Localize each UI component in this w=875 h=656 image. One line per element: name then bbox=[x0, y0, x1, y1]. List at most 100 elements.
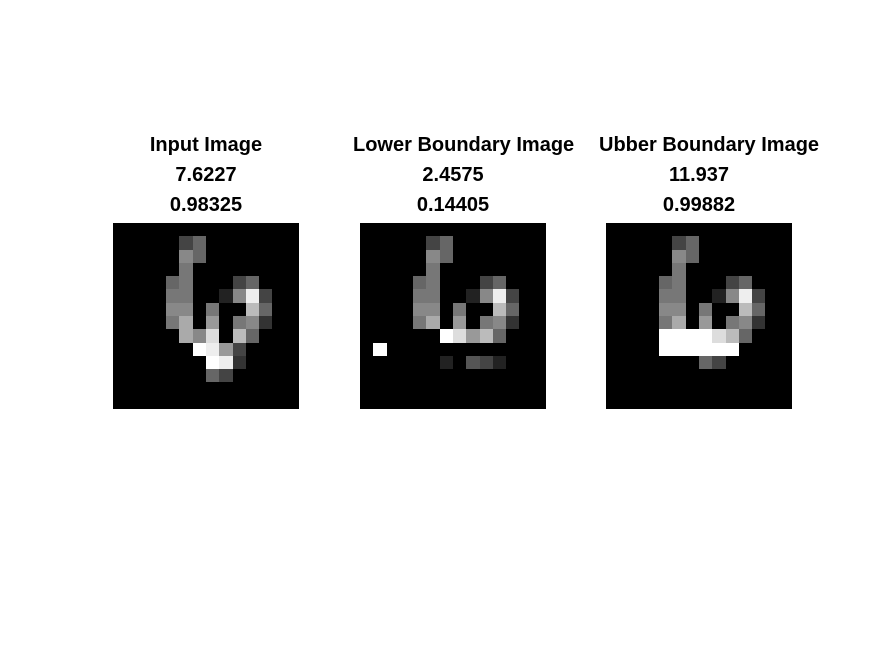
image-pixel bbox=[360, 289, 374, 303]
image-pixel bbox=[725, 262, 739, 277]
image-pixel bbox=[725, 249, 739, 263]
image-pixel bbox=[632, 276, 646, 290]
image-pixel bbox=[439, 236, 453, 250]
image-pixel bbox=[113, 315, 127, 330]
image-pixel bbox=[166, 302, 180, 316]
image-pixel bbox=[738, 342, 753, 356]
image-pixel bbox=[506, 355, 520, 370]
image-pixel bbox=[259, 236, 273, 250]
image-pixel bbox=[765, 302, 779, 316]
image-pixel bbox=[439, 249, 453, 263]
image-pixel bbox=[192, 329, 206, 343]
image-pixel bbox=[126, 329, 140, 343]
image-pixel bbox=[752, 329, 766, 343]
image-pixel bbox=[219, 249, 233, 263]
image-pixel bbox=[245, 236, 260, 250]
image-pixel bbox=[672, 236, 686, 250]
image-pixel bbox=[752, 223, 766, 237]
image-pixel bbox=[152, 236, 167, 250]
image-pixel bbox=[619, 369, 633, 383]
image-pixel bbox=[166, 355, 180, 370]
image-pixel bbox=[765, 395, 779, 409]
image-pixel bbox=[413, 262, 427, 277]
image-pixel bbox=[152, 382, 167, 396]
image-pixel bbox=[399, 236, 414, 250]
image-pixel bbox=[166, 223, 180, 237]
image-pixel bbox=[685, 329, 699, 343]
image-pixel bbox=[725, 329, 739, 343]
image-pixel bbox=[645, 302, 660, 316]
image-pixel bbox=[399, 369, 414, 383]
image-pixel bbox=[272, 382, 286, 396]
image-pixel bbox=[439, 315, 453, 330]
image-pixel bbox=[752, 382, 766, 396]
image-pixel bbox=[139, 342, 153, 356]
image-pixel bbox=[360, 395, 374, 409]
image-pixel bbox=[272, 342, 286, 356]
image-pixel bbox=[232, 262, 246, 277]
image-pixel bbox=[752, 395, 766, 409]
image-pixel bbox=[232, 395, 246, 409]
image-pixel bbox=[519, 315, 533, 330]
image-pixel bbox=[765, 342, 779, 356]
image-pixel bbox=[532, 395, 546, 409]
image-pixel bbox=[219, 302, 233, 316]
image-pixel bbox=[752, 369, 766, 383]
image-pixel bbox=[479, 342, 493, 356]
image-pixel bbox=[672, 395, 686, 409]
image-pixel bbox=[452, 329, 467, 343]
image-pixel bbox=[725, 369, 739, 383]
image-pixel bbox=[360, 262, 374, 277]
image-pixel bbox=[399, 329, 414, 343]
image-pixel bbox=[232, 276, 246, 290]
image-pixel bbox=[632, 315, 646, 330]
image-pixel bbox=[360, 382, 374, 396]
image-pixel bbox=[439, 382, 453, 396]
image-pixel bbox=[725, 289, 739, 303]
image-pixel bbox=[738, 236, 753, 250]
image-pixel bbox=[659, 289, 673, 303]
image-pixel bbox=[166, 236, 180, 250]
image-pixel bbox=[373, 302, 387, 316]
image-pixel bbox=[399, 302, 414, 316]
image-pixel bbox=[532, 382, 546, 396]
image-pixel bbox=[426, 262, 440, 277]
image-pixel bbox=[712, 355, 726, 370]
image-pixel bbox=[519, 249, 533, 263]
image-pixel bbox=[113, 302, 127, 316]
image-pixel bbox=[272, 369, 286, 383]
image-pixel bbox=[126, 276, 140, 290]
image-pixel bbox=[413, 329, 427, 343]
image-pixel bbox=[606, 315, 620, 330]
image-pixel bbox=[373, 329, 387, 343]
image-pixel bbox=[152, 223, 167, 237]
image-pixel bbox=[606, 329, 620, 343]
image-pixel bbox=[259, 329, 273, 343]
image-pixel bbox=[606, 302, 620, 316]
image-pixel bbox=[439, 302, 453, 316]
image-pixel bbox=[285, 342, 299, 356]
image-pixel bbox=[245, 302, 260, 316]
image-pixel bbox=[506, 395, 520, 409]
image-pixel bbox=[532, 329, 546, 343]
image-pixel bbox=[619, 302, 633, 316]
image-pixel bbox=[778, 369, 792, 383]
image-pixel bbox=[738, 395, 753, 409]
image-pixel bbox=[373, 249, 387, 263]
image-pixel bbox=[685, 249, 699, 263]
image-pixel bbox=[606, 276, 620, 290]
image-pixel bbox=[712, 382, 726, 396]
image-pixel bbox=[126, 369, 140, 383]
image-pixel bbox=[152, 329, 167, 343]
image-pixel bbox=[126, 289, 140, 303]
image-pixel bbox=[272, 249, 286, 263]
image-pixel bbox=[632, 342, 646, 356]
image-pixel bbox=[373, 262, 387, 277]
image-pixel bbox=[519, 355, 533, 370]
image-pixel bbox=[532, 342, 546, 356]
image-pixel bbox=[179, 262, 193, 277]
image-pixel bbox=[399, 289, 414, 303]
image-pixel bbox=[738, 382, 753, 396]
image-pixel bbox=[139, 289, 153, 303]
image-pixel bbox=[698, 249, 713, 263]
